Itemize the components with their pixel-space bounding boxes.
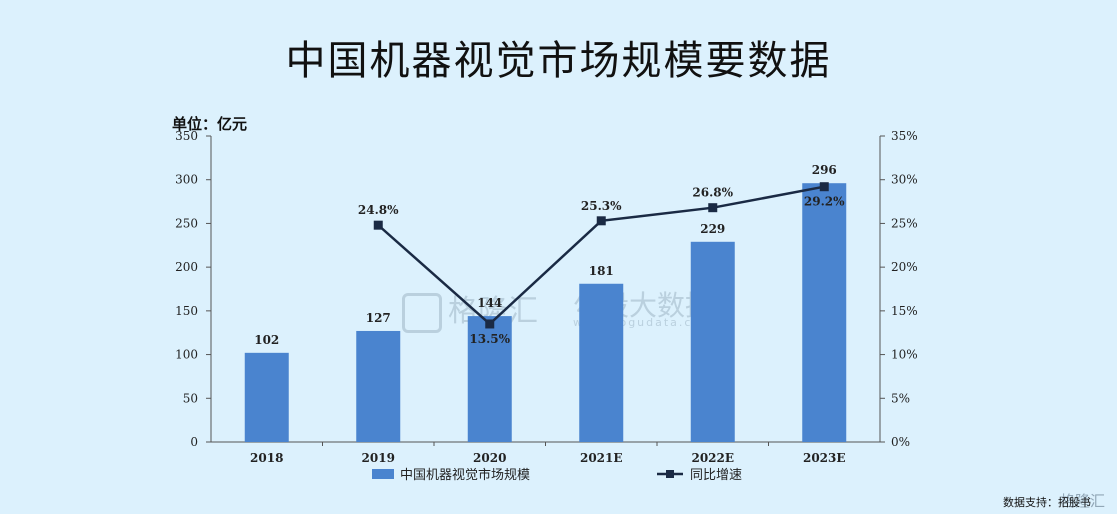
y2-tick-label: 10%: [891, 348, 918, 362]
x-tick-label: 2022E: [691, 451, 734, 465]
bar-value-label: 144: [477, 296, 502, 310]
growth-value-label: 25.3%: [581, 199, 622, 213]
source-note: 数据支持：招股书: [1003, 496, 1091, 509]
legend-line-label: 同比增速: [690, 468, 742, 483]
y-tick-label: 50: [183, 391, 198, 405]
growth-value-label: 26.8%: [692, 186, 733, 200]
unit-label: 单位：亿元: [172, 115, 248, 133]
x-tick-label: 2020: [473, 451, 506, 465]
y2-tick-label: 0%: [891, 435, 910, 449]
y2-tick-label: 25%: [891, 216, 918, 230]
x-tick-label: 2023E: [803, 451, 846, 465]
y-tick-label: 100: [175, 348, 198, 362]
y-tick-label: 150: [175, 304, 198, 318]
chart-title: 中国机器视觉市场规模要数据: [285, 38, 832, 84]
bar: [244, 352, 289, 442]
x-tick-label: 2021E: [580, 451, 623, 465]
y2-tick-label: 20%: [891, 260, 918, 274]
y2-tick-label: 30%: [891, 173, 918, 187]
bar-value-label: 102: [254, 333, 279, 347]
bar-value-label: 181: [589, 264, 614, 278]
growth-value-label: 29.2%: [804, 195, 845, 209]
y-tick-label: 350: [175, 129, 198, 143]
growth-point: [373, 220, 383, 230]
x-tick-label: 2018: [250, 451, 283, 465]
growth-point: [708, 203, 718, 213]
x-tick-label: 2019: [362, 451, 395, 465]
watermark-corner: 格隆汇: [1060, 492, 1106, 510]
bar: [802, 183, 847, 442]
bar: [467, 316, 512, 442]
y2-tick-label: 35%: [891, 129, 918, 143]
y-tick-label: 300: [175, 173, 198, 187]
growth-value-label: 13.5%: [469, 332, 510, 346]
y-tick-label: 0: [190, 435, 198, 449]
y-tick-label: 250: [175, 216, 198, 230]
bar: [579, 283, 624, 442]
watermark-logo-icon: [402, 292, 442, 333]
bar: [356, 330, 401, 442]
legend-line-marker: [666, 470, 674, 478]
growth-value-label: 24.8%: [358, 203, 399, 217]
bar-value-label: 127: [366, 311, 391, 325]
bar-value-label: 229: [700, 222, 725, 236]
y2-tick-label: 15%: [891, 304, 918, 318]
legend-bar-label: 中国机器视觉市场规模: [400, 467, 530, 483]
growth-point: [596, 216, 606, 226]
bar: [690, 241, 735, 442]
legend-bar-swatch: [372, 469, 394, 479]
bar-value-label: 296: [812, 163, 837, 177]
growth-point: [819, 182, 829, 192]
y2-tick-label: 5%: [891, 391, 910, 405]
growth-point: [485, 319, 495, 329]
y-tick-label: 200: [175, 260, 198, 274]
